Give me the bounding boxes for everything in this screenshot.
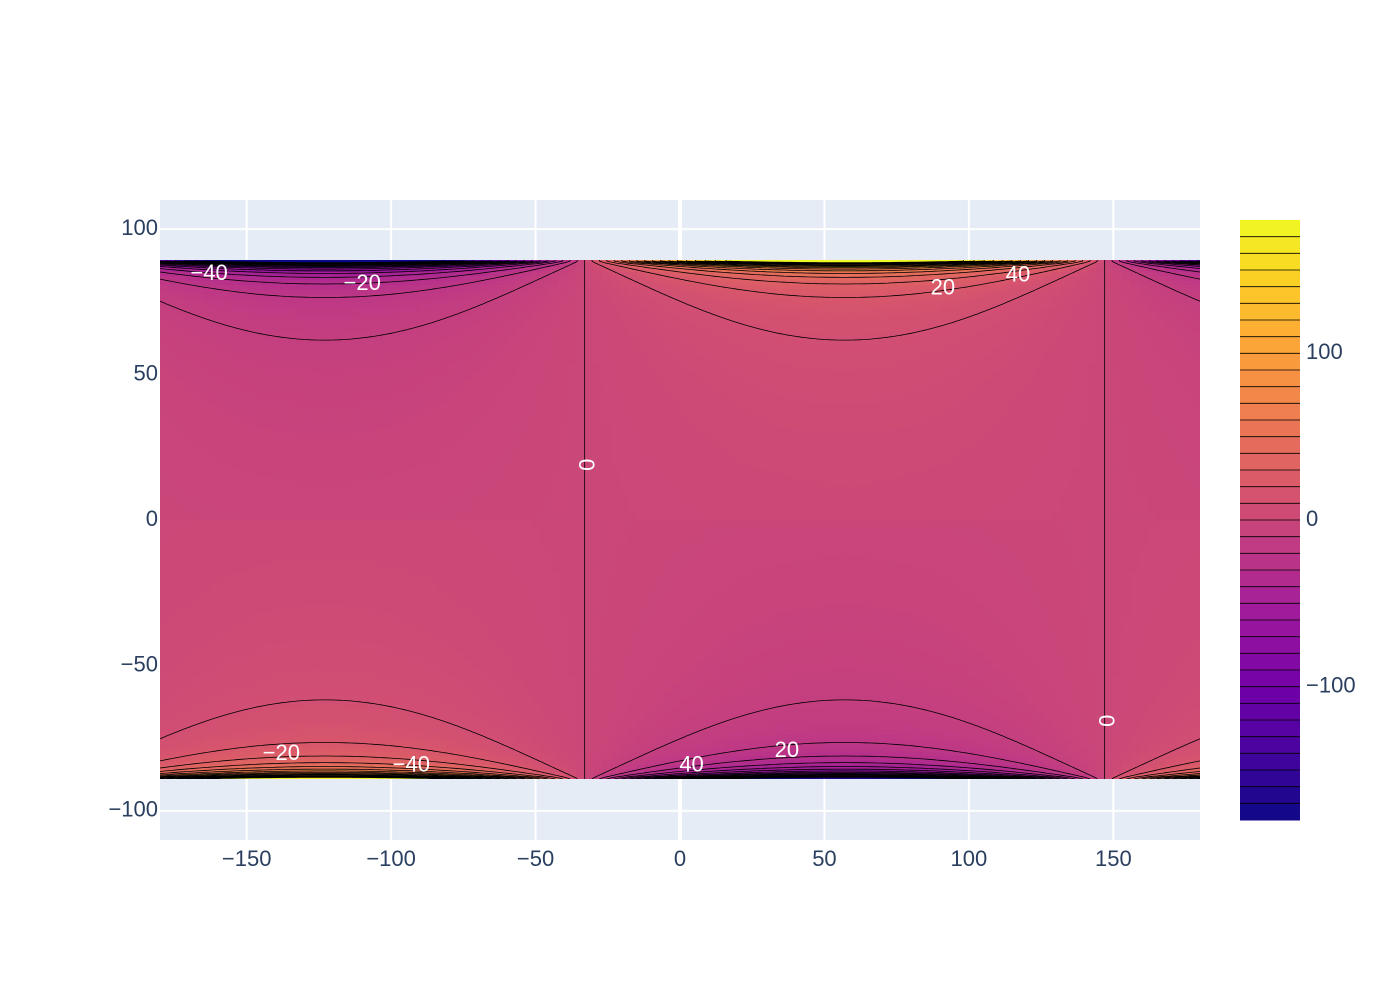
y-axis-ticks: −100 −50 0 50 100 [108, 215, 158, 822]
contour-label: 0 [1094, 715, 1119, 727]
contour-label: −20 [263, 740, 300, 765]
contour-label: −40 [190, 260, 227, 285]
colorbar-band [1240, 437, 1300, 454]
colorbar-band [1240, 370, 1300, 387]
y-tick-label: −100 [108, 797, 158, 822]
colorbar-band [1240, 753, 1300, 770]
colorbar-band [1240, 737, 1300, 754]
x-tick-label: 100 [951, 846, 988, 871]
colorbar: 100 0 −100 [1240, 220, 1356, 821]
colorbar-band [1240, 537, 1300, 554]
colorbar-band [1240, 670, 1300, 687]
colorbar-band [1240, 470, 1300, 487]
x-tick-label: 50 [812, 846, 836, 871]
colorbar-band [1240, 603, 1300, 620]
colorbar-band [1240, 403, 1300, 420]
colorbar-band [1240, 520, 1300, 537]
y-tick-label: −50 [121, 651, 158, 676]
contour-label: 40 [1006, 261, 1030, 286]
colorbar-band [1240, 720, 1300, 737]
colorbar-band [1240, 237, 1300, 254]
colorbar-band [1240, 637, 1300, 654]
contour-label: −40 [393, 752, 430, 777]
colorbar-band [1240, 353, 1300, 370]
colorbar-band [1240, 220, 1300, 237]
colorbar-band [1240, 653, 1300, 670]
colorbar-band [1240, 420, 1300, 437]
colorbar-band [1240, 253, 1300, 270]
y-tick-label: 50 [134, 360, 158, 385]
x-tick-label: 0 [674, 846, 686, 871]
x-tick-label: −150 [222, 846, 272, 871]
colorbar-band [1240, 803, 1300, 820]
colorbar-band [1240, 303, 1300, 320]
colorbar-band [1240, 320, 1300, 337]
contour-label: 20 [931, 275, 955, 300]
colorbar-band [1240, 570, 1300, 587]
colorbar-band [1240, 787, 1300, 804]
colorbar-band [1240, 453, 1300, 470]
contour-label: 20 [775, 737, 799, 762]
colorbar-band [1240, 687, 1300, 704]
x-tick-label: −50 [517, 846, 554, 871]
colorbar-band [1240, 387, 1300, 404]
contour-label: −20 [344, 270, 381, 295]
contour-label: 0 [574, 459, 599, 471]
x-tick-label: 150 [1095, 846, 1132, 871]
y-tick-label: 0 [146, 506, 158, 531]
contour-label: 40 [679, 752, 703, 777]
colorbar-tick-label: 0 [1306, 506, 1318, 531]
x-tick-label: −100 [366, 846, 416, 871]
colorbar-band [1240, 587, 1300, 604]
colorbar-band [1240, 270, 1300, 287]
colorbar-band [1240, 287, 1300, 304]
y-tick-label: 100 [121, 215, 158, 240]
contour-fill [160, 258, 1201, 782]
colorbar-band [1240, 337, 1300, 354]
colorbar-band [1240, 487, 1300, 504]
x-axis-ticks: −150 −100 −50 0 50 100 150 [222, 846, 1132, 871]
colorbar-band [1240, 620, 1300, 637]
colorbar-band [1240, 503, 1300, 520]
colorbar-band [1240, 553, 1300, 570]
colorbar-tick-label: −100 [1306, 672, 1356, 697]
colorbar-band [1240, 703, 1300, 720]
colorbar-band [1240, 770, 1300, 787]
colorbar-tick-label: 100 [1306, 339, 1343, 364]
